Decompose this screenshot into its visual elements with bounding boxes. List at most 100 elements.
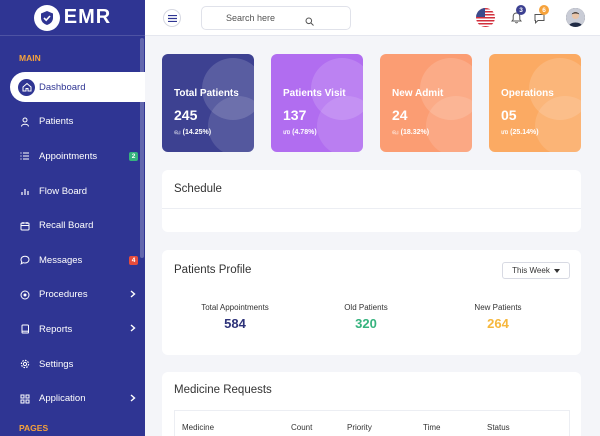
sidebar-item-label: Messages	[39, 254, 83, 266]
section-label-main: MAIN	[19, 53, 41, 63]
shield-logo-icon	[33, 4, 60, 31]
column-header-status[interactable]: Status	[487, 423, 510, 432]
appointments-count-badge: 2	[129, 151, 138, 161]
sidebar-item-flow-board[interactable]: Flow Board	[0, 174, 145, 209]
sidebar-item-label: Patients	[39, 116, 74, 128]
chevron-right-icon	[130, 394, 136, 404]
card-decoration	[208, 96, 254, 152]
book-icon	[18, 322, 32, 336]
card-decoration	[311, 58, 363, 120]
search-icon[interactable]	[305, 13, 314, 31]
patients-profile-panel: Patients Profile This Week Total Appoint…	[162, 250, 581, 355]
card-decoration	[317, 96, 363, 152]
caret-down-icon	[553, 268, 560, 273]
messages-count-badge-header: 6	[539, 5, 549, 15]
stat-card-total-patients[interactable]: Total Patients 245 வ (14.25%)	[162, 54, 254, 152]
chevron-right-icon	[130, 290, 136, 300]
card-decoration	[420, 58, 472, 120]
chat-icon	[534, 14, 545, 24]
column-header-time[interactable]: Time	[423, 423, 441, 432]
sidebar-item-dashboard[interactable]: Dashboard	[10, 72, 145, 102]
sidebar-item-label: Settings	[39, 358, 74, 370]
sidebar-item-label: Application	[39, 393, 86, 405]
kpi-value: 320	[355, 316, 377, 331]
divider	[162, 208, 581, 209]
stat-title: New Admit	[392, 88, 444, 99]
messages-button[interactable]: 6	[534, 5, 549, 29]
chat-bubble-icon	[18, 253, 32, 267]
patients-profile-title: Patients Profile	[174, 264, 252, 276]
chevron-right-icon	[130, 324, 136, 334]
column-header-count[interactable]: Count	[291, 423, 313, 432]
stat-card-operations[interactable]: Operations 05 ஶ (25.14%)	[489, 54, 581, 152]
list-icon	[18, 149, 32, 163]
notifications-count-badge: 3	[516, 5, 526, 15]
card-decoration	[529, 58, 581, 120]
medicine-table-header: Medicine Count Priority Time Status	[174, 410, 570, 436]
trend-up-icon: வ	[174, 129, 181, 136]
sidebar-item-label: Flow Board	[39, 185, 88, 197]
schedule-title: Schedule	[174, 183, 222, 195]
trend-down-icon: ஶ	[501, 129, 509, 136]
target-icon	[18, 288, 32, 302]
sidebar-item-messages[interactable]: Messages 4	[0, 243, 145, 278]
stat-card-new-admit[interactable]: New Admit 24 வ (18.32%)	[380, 54, 472, 152]
card-decoration	[202, 58, 254, 120]
sidebar-item-reports[interactable]: Reports	[0, 312, 145, 347]
bar-chart-icon	[18, 184, 32, 198]
column-header-medicine[interactable]: Medicine	[182, 423, 215, 432]
trend-up-icon: வ	[392, 129, 399, 136]
kpi-label: Old Patients	[344, 303, 388, 312]
search-input[interactable]	[226, 13, 306, 23]
brand[interactable]: EMR	[0, 0, 145, 36]
schedule-panel: Schedule	[162, 170, 581, 232]
sidebar-item-label: Dashboard	[39, 81, 86, 93]
sidebar-item-patients[interactable]: Patients	[0, 105, 145, 140]
kpi-total-appointments: Total Appointments 584	[175, 303, 295, 331]
kpi-new-patients: New Patients 264	[438, 303, 558, 331]
sidebar-item-label: Reports	[39, 323, 73, 335]
sidebar-item-settings[interactable]: Settings	[0, 347, 145, 382]
medicine-requests-panel: Medicine Requests Medicine Count Priorit…	[162, 372, 581, 436]
stat-value: 245	[174, 107, 198, 123]
kpi-label: Total Appointments	[201, 303, 269, 312]
sidebar-nav: Dashboard Patients Appointments 2 Flow B…	[0, 70, 145, 416]
card-decoration	[535, 96, 581, 152]
kpi-old-patients: Old Patients 320	[306, 303, 426, 331]
sidebar-item-procedures[interactable]: Procedures	[0, 278, 145, 313]
sidebar: EMR MAIN Dashboard Patients Appointments…	[0, 0, 145, 436]
stat-title: Operations	[501, 88, 554, 99]
sidebar-item-recall-board[interactable]: Recall Board	[0, 208, 145, 243]
column-header-priority[interactable]: Priority	[347, 423, 372, 432]
stat-value: 137	[283, 107, 307, 123]
notifications-button[interactable]: 3	[510, 5, 526, 29]
stat-change: ஶ (25.14%)	[501, 129, 539, 136]
stat-value: 24	[392, 107, 408, 123]
sidebar-item-application[interactable]: Application	[0, 381, 145, 416]
kpi-label: New Patients	[474, 303, 522, 312]
dropdown-label: This Week	[512, 266, 550, 275]
stat-change: ஶ (4.78%)	[283, 129, 317, 136]
calendar-icon	[18, 219, 32, 233]
sidebar-scrollbar[interactable]	[140, 38, 144, 258]
sidebar-item-label: Recall Board	[39, 220, 94, 232]
user-icon	[18, 115, 32, 129]
medicine-requests-title: Medicine Requests	[174, 384, 272, 396]
stat-title: Patients Visit	[283, 88, 346, 99]
hamburger-icon	[167, 14, 177, 22]
stat-title: Total Patients	[174, 88, 239, 99]
sidebar-item-label: Appointments	[39, 150, 98, 162]
kpi-value: 264	[487, 316, 509, 331]
menu-toggle-button[interactable]	[163, 9, 181, 27]
kpi-value: 584	[224, 316, 246, 331]
grid-icon	[18, 392, 32, 406]
stat-card-patients-visit[interactable]: Patients Visit 137 ஶ (4.78%)	[271, 54, 363, 152]
gear-icon	[18, 357, 32, 371]
sidebar-item-appointments[interactable]: Appointments 2	[0, 139, 145, 174]
user-avatar[interactable]	[566, 8, 585, 27]
us-flag-icon[interactable]	[476, 8, 495, 27]
this-week-dropdown[interactable]: This Week	[502, 262, 570, 279]
stat-value: 05	[501, 107, 517, 123]
stat-change: வ (18.32%)	[392, 129, 430, 136]
sidebar-item-label: Procedures	[39, 289, 88, 301]
